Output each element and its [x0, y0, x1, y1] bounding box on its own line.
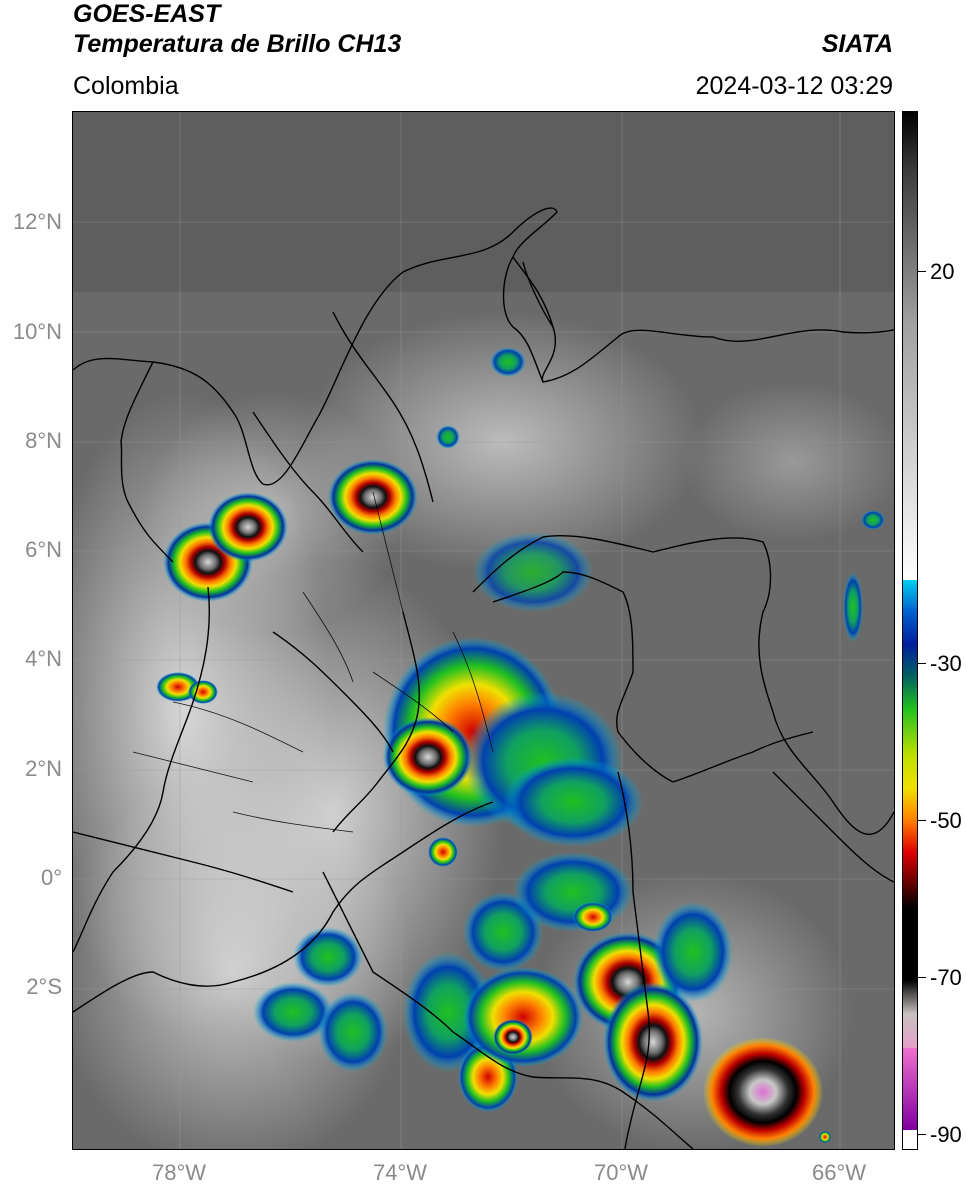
- convective-storms: [156, 347, 885, 1147]
- product-title: Temperatura de Brillo CH13: [73, 30, 402, 58]
- lat-label-8n: 8°N: [25, 428, 62, 453]
- colorbar-tick-minus30: [918, 663, 926, 664]
- lon-label-78w: 78°W: [151, 1160, 207, 1185]
- lon-label-70w: 70°W: [593, 1160, 649, 1185]
- colorbar-label-minus90: -90: [930, 1122, 962, 1147]
- satellite-map[interactable]: [72, 111, 895, 1150]
- colorbar-scale: [903, 112, 917, 1149]
- lat-label-12n: 12°N: [12, 209, 62, 234]
- colorbar-label-minus30: -30: [930, 651, 962, 676]
- colorbar-label-minus70: -70: [930, 965, 962, 990]
- colorbar: [902, 111, 918, 1150]
- lat-label-4n: 4°N: [25, 646, 62, 671]
- lat-label-6n: 6°N: [25, 537, 62, 562]
- colorbar-tick-minus70: [918, 977, 926, 978]
- colorbar-label-minus50: -50: [930, 808, 962, 833]
- coastlines-borders: [73, 207, 894, 1149]
- datetime-label: 2024-03-12 03:29: [695, 72, 893, 100]
- lon-label-66w: 66°W: [811, 1160, 867, 1185]
- map-canvas: [73, 112, 894, 1149]
- lat-label-10n: 10°N: [12, 319, 62, 344]
- lat-label-0: 0°: [40, 865, 62, 890]
- colorbar-tick-minus50: [918, 820, 926, 821]
- lat-label-2n: 2°N: [25, 756, 62, 781]
- satellite-title: GOES-EAST: [73, 0, 221, 28]
- lon-label-74w: 74°W: [372, 1160, 428, 1185]
- region-label: Colombia: [73, 72, 179, 100]
- colorbar-tick-minus90: [918, 1134, 926, 1135]
- colorbar-label-20: 20: [930, 259, 955, 284]
- colorbar-tick-20: [918, 271, 926, 272]
- organization-label: SIATA: [821, 30, 893, 58]
- lat-label-2s: 2°S: [26, 974, 62, 999]
